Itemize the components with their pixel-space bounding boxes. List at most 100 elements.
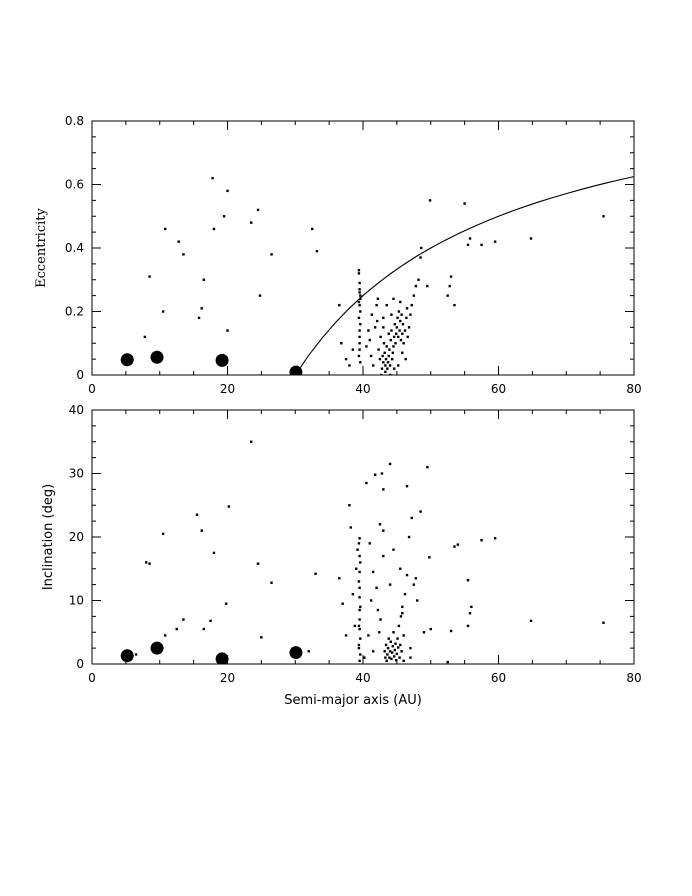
object-point [386,367,389,370]
object-point [314,572,317,576]
object-point [371,570,375,574]
object-point [405,307,409,310]
object-point [143,335,147,339]
object-point [161,310,165,313]
object-point [402,659,405,663]
object-point [256,562,260,565]
x-tick-label: 20 [220,382,235,396]
object-point [420,246,423,250]
object-point [134,653,138,656]
object-point [382,342,386,345]
y-tick-label: 20 [69,530,84,544]
plot-frame [91,120,635,376]
object-point [357,269,361,272]
object-point [466,243,470,247]
object-point [378,523,382,526]
object-point [212,227,216,231]
object-point [466,578,470,582]
x-tick-label: 40 [355,382,370,396]
object-point [387,354,390,358]
object-point [398,329,401,332]
object-point [390,657,393,661]
object-point [390,313,393,316]
eccentricity-panel: 0 20 40 60 80 0 0.2 0.4 0.6 0.8 Eccentricity [34,114,642,396]
object-point [310,227,314,231]
object-point [388,583,392,586]
object-point [358,570,361,574]
object-point [358,281,361,285]
object-point [448,284,451,288]
object-point [344,634,348,637]
object-point [390,357,394,361]
object-point [378,357,382,361]
object-point [365,345,368,348]
y-tick-label: 0 [76,368,84,382]
object-point [390,329,393,332]
object-point [392,655,396,658]
object-point [368,542,371,545]
object-point [391,645,395,648]
object-point [399,567,402,570]
object-point [407,535,411,539]
object-point [381,354,384,358]
object-point [348,504,351,507]
object-point [359,361,362,364]
object-point [389,338,392,342]
x-tick-label: 40 [355,671,370,685]
object-point [401,351,404,354]
data-layer [120,176,634,375]
object-point [359,294,362,297]
object-point [175,627,178,631]
y-tick-label: 0.4 [65,241,84,255]
object-point [358,537,361,540]
x-axis-title: Semi-major axis (AU) [284,693,422,708]
object-point [357,624,361,628]
object-point [410,516,413,520]
y-tick-label: 0 [76,657,84,671]
object-point [399,338,403,342]
object-point [358,608,361,612]
object-point [400,313,403,316]
object-point [353,624,357,628]
object-point [406,335,409,339]
object-point [358,335,361,339]
object-point [369,354,373,358]
planet-point [215,353,229,367]
object-point [385,659,388,663]
object-point [227,505,231,508]
object-point [392,335,396,339]
y-tick-label: 0.2 [65,305,84,319]
object-point [388,364,392,367]
object-point [409,656,412,659]
object-point [270,253,273,256]
y-tick-label: 0.8 [65,114,84,128]
object-point [382,529,385,532]
object-point [397,310,401,313]
x-tick-label: 0 [88,382,96,396]
object-point [396,316,399,320]
object-point [382,326,385,329]
planet-point [120,353,134,367]
object-point [392,345,395,348]
object-point [358,586,361,589]
object-point [419,256,422,259]
x-tick-label: 60 [491,382,506,396]
object-point [148,275,151,278]
planet-point [215,652,229,664]
object-point [402,634,405,637]
object-point [195,513,199,516]
planet-point [150,350,164,364]
object-point [394,658,398,662]
object-point [182,618,185,621]
object-point [341,602,344,605]
object-point [163,634,167,637]
object-point [388,462,392,466]
object-point [401,332,404,335]
object-point [344,357,348,361]
object-point [307,650,310,653]
object-point [270,581,273,584]
object-point [200,307,203,310]
object-point [226,329,229,332]
object-point [395,652,399,656]
object-point [373,326,377,329]
